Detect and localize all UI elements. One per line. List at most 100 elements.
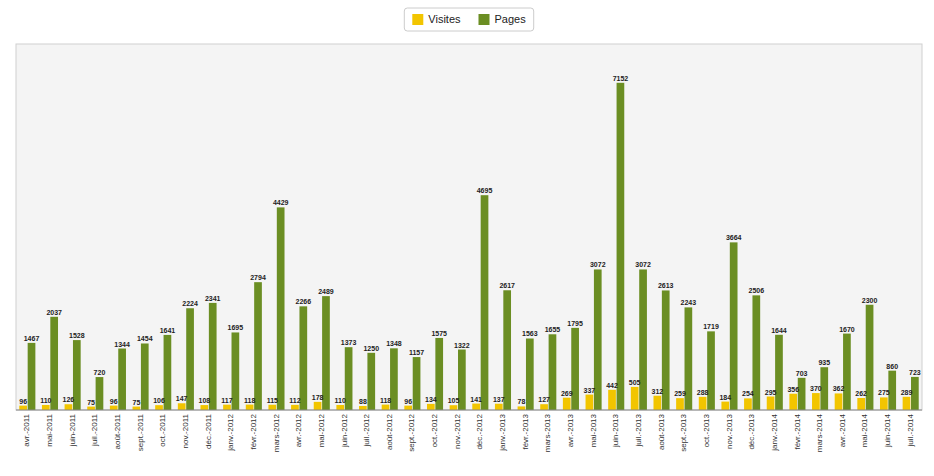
data-label: 88 bbox=[359, 398, 367, 405]
bar bbox=[291, 405, 299, 410]
bar bbox=[721, 402, 729, 410]
data-label: 2613 bbox=[658, 282, 674, 289]
bar bbox=[450, 405, 458, 410]
data-label: 1575 bbox=[431, 330, 447, 337]
legend-label: Pages bbox=[495, 13, 527, 25]
bar bbox=[798, 378, 806, 410]
x-tick-label: nov.-2013 bbox=[725, 413, 734, 449]
x-tick-label: janv.-2014 bbox=[770, 413, 779, 451]
bar bbox=[427, 404, 435, 410]
data-label: 4429 bbox=[273, 199, 289, 206]
bar bbox=[223, 405, 231, 410]
data-label: 1719 bbox=[703, 323, 719, 330]
x-tick-label: mai-2011 bbox=[45, 413, 54, 446]
data-label: 178 bbox=[312, 394, 324, 401]
data-label: 141 bbox=[470, 396, 482, 403]
data-label: 860 bbox=[886, 363, 898, 370]
bar bbox=[65, 404, 73, 410]
data-label: 108 bbox=[198, 397, 210, 404]
data-label: 75 bbox=[87, 399, 95, 406]
data-labels: 9611012675967510614710811711811511217811… bbox=[19, 75, 921, 406]
data-label: 75 bbox=[132, 399, 140, 406]
bar bbox=[481, 195, 489, 410]
bar bbox=[50, 317, 58, 410]
bar bbox=[268, 405, 276, 410]
x-tick-label: févr.-2013 bbox=[521, 413, 530, 449]
data-label: 1454 bbox=[137, 335, 153, 342]
bar bbox=[390, 348, 398, 410]
x-tick-labels: avr.-2011mai-2011juin-2011juil.-2011août… bbox=[22, 413, 914, 452]
data-label: 1563 bbox=[522, 330, 538, 337]
x-tick-label: déc.-2013 bbox=[747, 413, 756, 449]
bar bbox=[540, 404, 548, 410]
bar bbox=[118, 349, 126, 410]
data-label: 184 bbox=[719, 394, 731, 401]
x-tick-label: oct.-2011 bbox=[158, 413, 167, 446]
x-tick-label: déc.-2011 bbox=[204, 413, 213, 449]
data-label: 147 bbox=[176, 395, 188, 402]
data-label: 370 bbox=[810, 385, 822, 392]
bar bbox=[299, 306, 307, 410]
bar bbox=[254, 282, 262, 410]
x-tick-label: févr.-2012 bbox=[249, 413, 258, 449]
data-label: 126 bbox=[63, 396, 75, 403]
data-label: 2489 bbox=[318, 288, 334, 295]
data-label: 2266 bbox=[296, 298, 312, 305]
data-label: 1641 bbox=[160, 327, 176, 334]
x-tick-label: nov.-2012 bbox=[453, 413, 462, 449]
data-label: 254 bbox=[742, 390, 754, 397]
data-label: 1644 bbox=[771, 327, 787, 334]
data-label: 362 bbox=[833, 385, 845, 392]
data-label: 1373 bbox=[341, 339, 357, 346]
data-label: 1250 bbox=[363, 345, 379, 352]
bar bbox=[28, 343, 36, 410]
x-tick-label: juil.-2014 bbox=[906, 413, 915, 447]
data-label: 2243 bbox=[681, 299, 697, 306]
bar bbox=[503, 290, 511, 410]
bar bbox=[835, 393, 843, 410]
data-label: 312 bbox=[651, 388, 663, 395]
data-label: 2037 bbox=[46, 309, 62, 316]
data-label: 2794 bbox=[250, 274, 266, 281]
x-tick-label: août-2012 bbox=[385, 413, 394, 450]
legend-label: Visites bbox=[428, 13, 461, 25]
bar bbox=[367, 353, 375, 410]
data-label: 110 bbox=[335, 397, 346, 404]
bar bbox=[495, 404, 503, 410]
bar bbox=[608, 390, 616, 410]
data-label: 269 bbox=[561, 390, 573, 397]
bar bbox=[178, 403, 186, 410]
data-label: 1795 bbox=[567, 320, 583, 327]
bar bbox=[246, 405, 254, 410]
bar bbox=[812, 393, 820, 410]
data-label: 1157 bbox=[409, 349, 424, 356]
bar bbox=[209, 303, 217, 410]
plot-frame bbox=[16, 44, 922, 410]
data-label: 295 bbox=[765, 389, 777, 396]
x-tick-label: sept.-2013 bbox=[679, 413, 688, 451]
x-tick-label: août-2013 bbox=[657, 413, 666, 450]
data-label: 106 bbox=[153, 397, 165, 404]
legend-swatch bbox=[479, 14, 490, 25]
data-label: 1695 bbox=[228, 324, 244, 331]
x-tick-label: mai-2014 bbox=[860, 413, 869, 447]
x-tick-label: juil.-2011 bbox=[90, 413, 99, 446]
bar bbox=[744, 398, 752, 410]
x-tick-label: oct.-2013 bbox=[702, 413, 711, 447]
data-label: 723 bbox=[909, 369, 921, 376]
x-tick-label: juin-2012 bbox=[340, 413, 349, 447]
x-tick-label: mai-2012 bbox=[317, 413, 326, 447]
bar bbox=[526, 338, 534, 410]
data-label: 935 bbox=[818, 359, 830, 366]
legend-box bbox=[404, 8, 533, 31]
bar bbox=[345, 347, 353, 410]
bar bbox=[19, 406, 27, 410]
data-label: 356 bbox=[787, 386, 799, 393]
bar bbox=[277, 207, 285, 410]
data-label: 1348 bbox=[386, 340, 402, 347]
data-label: 1670 bbox=[839, 326, 855, 333]
data-label: 4695 bbox=[477, 187, 493, 194]
bar bbox=[336, 405, 344, 410]
bar bbox=[87, 407, 95, 410]
x-tick-label: déc.-2012 bbox=[475, 413, 484, 449]
